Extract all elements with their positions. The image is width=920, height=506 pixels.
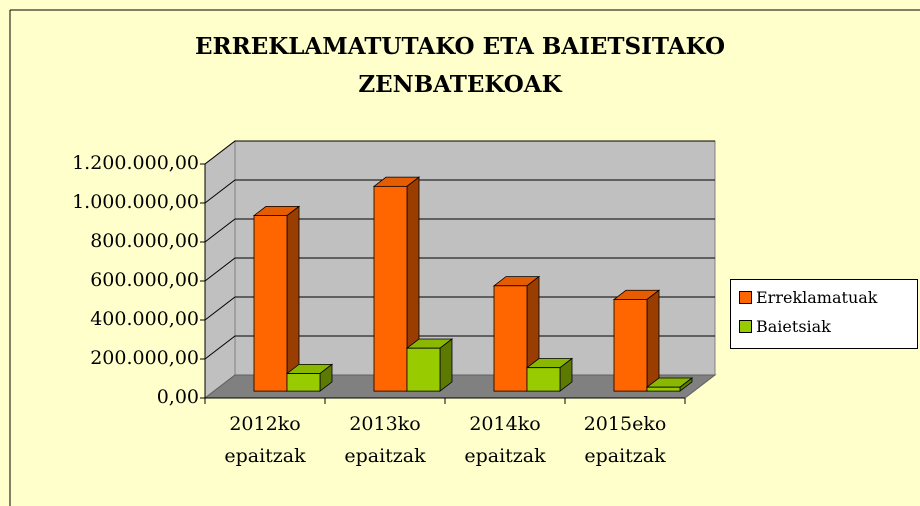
y-tick-label: 1.200.000,00 [72, 152, 199, 174]
grid-line [204, 257, 715, 282]
grid-line [204, 335, 715, 360]
grid-line [204, 218, 715, 243]
bar-side [646, 289, 660, 392]
y-tick-label: 400.000,00 [90, 308, 199, 330]
bar [252, 205, 301, 392]
bar-front [526, 367, 561, 392]
y-tick-label: 0,00 [157, 386, 199, 408]
y-tick-label: 1.000.000,00 [72, 191, 199, 213]
bar [645, 377, 694, 392]
y-tick-label: 800.000,00 [90, 230, 199, 252]
bar [405, 338, 454, 392]
bar-front [253, 215, 288, 392]
x-tick-label: 2013ko epaitzak [344, 413, 426, 467]
bar-side [286, 205, 300, 392]
legend: Erreklamatuak Baietsiak [730, 279, 918, 349]
bar-front [406, 347, 441, 392]
bar-front [613, 299, 648, 392]
legend-label: Baietsiak [756, 317, 831, 336]
bar [372, 176, 421, 392]
legend-item: Erreklamatuak [739, 288, 877, 307]
bar-side [439, 338, 453, 392]
bar-front [493, 285, 528, 392]
chart-title: ERREKLAMATUTAKO ETA BAIETSITAKO ZENBATEKO… [195, 33, 725, 98]
bar [285, 363, 334, 392]
bar-front [373, 185, 408, 392]
bar [612, 289, 661, 392]
grid-line [204, 140, 715, 165]
x-tick-label: 2012ko epaitzak [224, 413, 306, 467]
x-tick-label: 2015eko epaitzak [583, 413, 667, 467]
y-tick-label: 600.000,00 [90, 269, 199, 291]
grid-line [204, 296, 715, 321]
legend-item: Baietsiak [739, 317, 831, 336]
legend-label: Erreklamatuak [756, 288, 878, 307]
legend-swatch [739, 320, 752, 333]
bar [525, 357, 574, 392]
y-tick-label: 200.000,00 [90, 347, 199, 369]
x-tick-label: 2014ko epaitzak [464, 413, 546, 467]
bar-front [646, 386, 681, 392]
grid-line [204, 179, 715, 204]
legend-swatch [739, 291, 752, 304]
bar-front [286, 373, 321, 392]
